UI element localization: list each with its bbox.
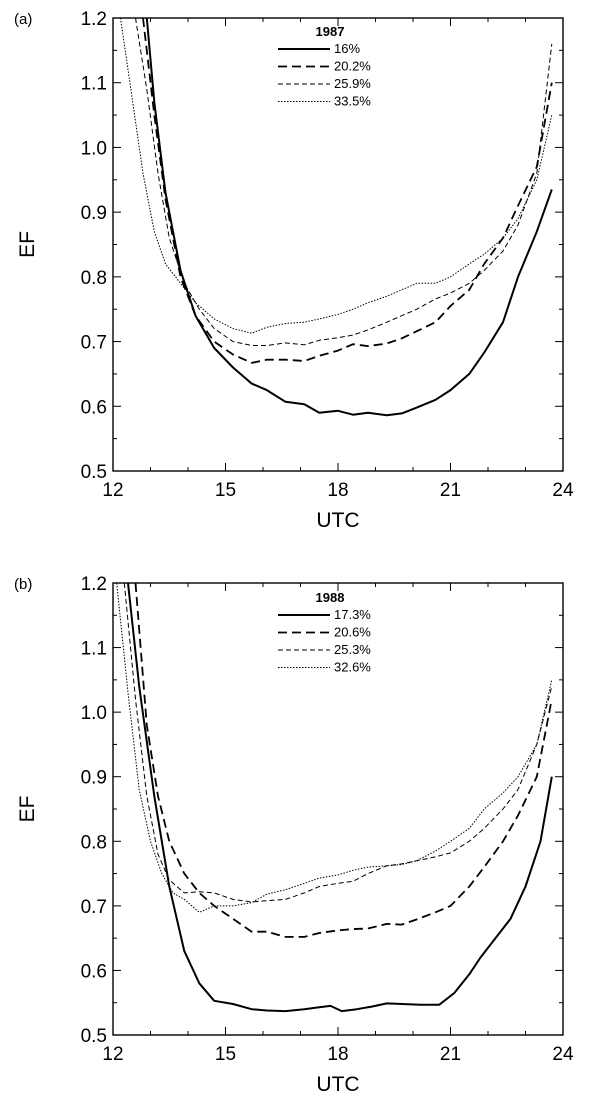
y-tick-label: 0.6 <box>81 961 107 982</box>
x-tick-label: 12 <box>102 1044 123 1065</box>
panel-label: (a) <box>14 11 32 28</box>
y-tick-label: 0.6 <box>81 397 107 418</box>
x-tick-label: 24 <box>552 480 574 501</box>
legend-label: 33.5% <box>334 94 371 109</box>
legend-label: 25.9% <box>334 76 371 91</box>
y-tick-label: 0.8 <box>81 268 107 289</box>
y-tick-label: 1.0 <box>81 138 107 159</box>
x-tick-label: 12 <box>102 480 123 501</box>
x-tick-label: 15 <box>215 480 236 501</box>
x-tick-label: 15 <box>215 1044 236 1065</box>
series-group <box>116 583 553 1013</box>
legend-title: 1987 <box>316 24 345 39</box>
series-line-20-6- <box>134 583 553 938</box>
y-tick-label: 1.1 <box>81 74 107 95</box>
x-tick-label: 24 <box>552 1044 574 1065</box>
legend-title: 1988 <box>316 590 345 605</box>
legend-label: 25.3% <box>334 642 371 657</box>
y-tick-label: 0.7 <box>81 333 107 354</box>
x-tick-label: 21 <box>440 480 461 501</box>
y-tick-label: 1.2 <box>81 574 107 595</box>
legend-label: 17.3% <box>334 607 371 622</box>
legend-label: 20.2% <box>334 59 371 74</box>
x-axis-label: UTC <box>316 1073 359 1096</box>
y-tick-label: 1.1 <box>81 639 107 660</box>
series-group <box>120 18 553 417</box>
chart-panel-a: (a) 0.5 0.6 0.7 0.8 0.9 1.0 1.1 1.2 12 15 18 21 24 UTC… <box>14 9 574 532</box>
y-tick-label: 0.5 <box>81 1026 107 1047</box>
y-axis-label: EF <box>16 231 39 258</box>
y-tick-label: 0.7 <box>81 897 107 918</box>
legend: 1988 17.3% 20.6% 25.3% 32.6% <box>278 590 371 675</box>
legend-label: 20.6% <box>334 625 371 640</box>
legend-label: 32.6% <box>334 660 371 675</box>
y-tick-label: 0.9 <box>81 768 107 789</box>
y-tick-label: 0.9 <box>81 203 107 224</box>
y-axis-label: EF <box>16 796 39 823</box>
chart-panel-b: (b) 0.5 0.6 0.7 0.8 0.9 1.0 1.1 1.2 12 15 18 21 24 UTC… <box>14 574 574 1096</box>
series-line-25-9- <box>135 18 553 346</box>
series-line-17-3- <box>127 583 553 1013</box>
legend-label: 16% <box>334 41 360 56</box>
legend: 1987 16% 20.2% 25.9% 33.5% <box>278 24 371 109</box>
x-axis-label: UTC <box>316 509 359 532</box>
series-line-20-2- <box>142 18 553 364</box>
x-tick-label: 21 <box>440 1044 461 1065</box>
series-line-25-3- <box>123 583 553 903</box>
series-line-32-6- <box>116 583 553 913</box>
x-tick-label: 18 <box>327 480 348 501</box>
y-tick-label: 0.8 <box>81 832 107 853</box>
y-tick-label: 0.5 <box>81 462 107 483</box>
y-tick-label: 1.0 <box>81 703 107 724</box>
panel-label: (b) <box>14 576 32 593</box>
y-tick-label: 1.2 <box>81 9 107 30</box>
x-tick-label: 18 <box>327 1044 348 1065</box>
